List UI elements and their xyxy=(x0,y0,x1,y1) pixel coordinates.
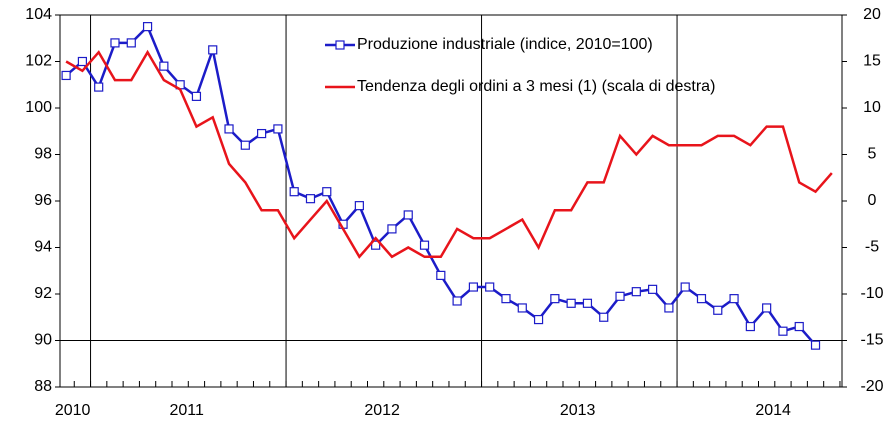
series-marker xyxy=(794,321,804,332)
series-marker xyxy=(191,91,202,101)
series-marker xyxy=(159,61,169,71)
series-marker xyxy=(566,298,576,308)
y-tick-label: 96 xyxy=(34,192,52,209)
x-tick-label: 2011 xyxy=(169,402,204,419)
series-marker xyxy=(745,321,755,332)
series-marker xyxy=(778,326,788,336)
y-tick-label: 94 xyxy=(34,239,52,256)
series-marker xyxy=(354,201,364,211)
series-marker xyxy=(322,187,332,197)
series-marker xyxy=(810,340,821,350)
series-marker xyxy=(289,187,299,197)
series-marker xyxy=(419,240,430,250)
series-marker xyxy=(762,303,772,313)
plot-frame xyxy=(59,14,843,388)
y2-tick-label: 10 xyxy=(863,99,881,116)
series-marker xyxy=(468,282,479,292)
y-tick-label: 100 xyxy=(25,99,52,116)
series-marker xyxy=(240,140,250,150)
series-marker xyxy=(387,224,397,234)
x-tick-label: 2010 xyxy=(55,402,91,419)
series-marker xyxy=(208,45,218,55)
series-marker xyxy=(648,284,658,294)
y-tick-label: 102 xyxy=(25,53,52,70)
series-marker xyxy=(273,124,283,134)
series-marker xyxy=(452,296,462,306)
legend-label: Tendenza degli ordini a 3 mesi (1) (scal… xyxy=(357,78,715,95)
series-marker xyxy=(550,294,560,304)
series-marker xyxy=(77,56,88,67)
series-marker xyxy=(517,303,527,313)
y2-tick-label: 0 xyxy=(868,192,877,209)
y2-tick-label: 15 xyxy=(863,53,881,70)
series-marker xyxy=(582,298,593,308)
y-tick-label: 98 xyxy=(34,146,52,163)
series-marker xyxy=(729,294,739,304)
series-marker xyxy=(126,38,136,48)
series-marker xyxy=(403,210,413,220)
y2-tick-label: 20 xyxy=(863,6,881,23)
series-marker xyxy=(501,294,511,304)
y2-tick-label: 5 xyxy=(868,146,877,163)
series-line xyxy=(65,49,833,259)
series-marker xyxy=(615,291,625,301)
series-marker xyxy=(485,282,495,292)
x-tick-label: 2013 xyxy=(560,402,596,419)
series-marker xyxy=(94,82,104,92)
series-marker xyxy=(371,240,381,250)
series-marker xyxy=(631,287,641,297)
series-marker xyxy=(257,128,267,139)
legend-label: Produzione industriale (indice, 2010=100… xyxy=(357,36,653,53)
series-marker xyxy=(305,194,316,204)
series-marker xyxy=(713,305,723,315)
series-marker xyxy=(224,124,234,134)
legend-marker xyxy=(335,40,345,50)
x-tick-label: 2014 xyxy=(755,402,791,419)
y2-tick-label: -10 xyxy=(860,285,883,302)
y2-tick-label: -15 xyxy=(860,332,883,349)
series-marker xyxy=(680,282,690,292)
series-marker xyxy=(436,270,446,280)
y-tick-label: 90 xyxy=(34,332,52,349)
y-tick-label: 88 xyxy=(34,378,52,395)
series-marker xyxy=(533,314,544,325)
series-marker xyxy=(61,70,71,81)
series-marker xyxy=(599,312,609,322)
y-tick-label: 104 xyxy=(25,6,52,23)
series-marker xyxy=(696,294,707,304)
series-marker xyxy=(142,22,153,32)
x-tick-label: 2012 xyxy=(364,402,400,419)
y-tick-label: 92 xyxy=(34,285,52,302)
series-marker xyxy=(110,38,120,48)
series-marker xyxy=(664,303,674,313)
y2-tick-label: -20 xyxy=(860,378,883,395)
y2-tick-label: -5 xyxy=(865,239,879,256)
